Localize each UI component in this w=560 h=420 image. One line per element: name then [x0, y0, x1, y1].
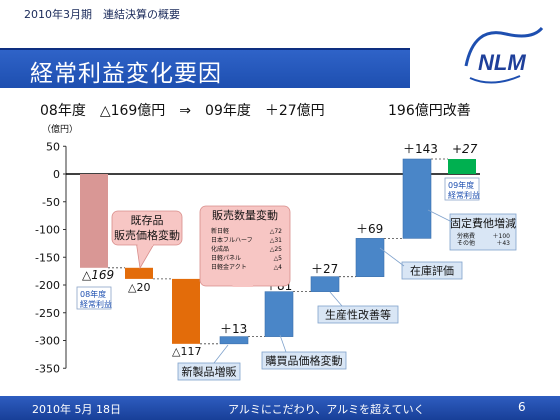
fy09-box — [444, 177, 480, 201]
leader-inventory-valuation — [379, 247, 405, 267]
label-new-products-box — [177, 362, 241, 381]
fixed-breakdown-name: その他 — [457, 239, 475, 247]
fy08-box-text-line: 経常利益 — [80, 299, 112, 309]
sales-breakdown-name: 化成品 — [211, 245, 229, 253]
sales-breakdown-name: 新日軽 — [211, 227, 229, 235]
footer-bar: 2010年 5月 18日 アルミにこだわり、アルミを超えていく 6 — [0, 396, 560, 420]
fixed-breakdown-name: 労務費 — [457, 232, 475, 240]
logo-text: NLM — [478, 50, 526, 75]
value-label-fy09: +27 — [452, 142, 478, 156]
leader-productivity — [329, 291, 343, 307]
summary-change: 08年度 △169億円 ⇒ 09年度 ＋27億円 — [40, 103, 325, 119]
page-title: 経常利益変化要因 — [30, 61, 222, 87]
sales-breakdown-name: 日軽金アクト — [211, 263, 247, 271]
bar-inventory_valuation — [355, 238, 385, 277]
y-tick-label: 0 — [53, 168, 60, 181]
label-purchase-price-text: 購買品価格変動 — [266, 354, 343, 368]
sales-breakdown-value: △31 — [270, 237, 282, 244]
label-fixed-costs-text: 固定費他増減 — [450, 216, 516, 230]
sales-breakdown-name: 日本フルハーフ — [211, 236, 253, 244]
value-label-sales_volume: △117 — [172, 345, 201, 358]
bar-inventory_price — [125, 267, 153, 279]
callout-sales-volume-seam — [232, 283, 253, 287]
y-tick-label: -350 — [35, 362, 60, 375]
y-tick-label: -300 — [35, 335, 60, 348]
fixed-breakdown-value: ＋100 — [493, 233, 511, 240]
period-label: 2010年3月期 連結決算の概要 — [24, 8, 180, 21]
fixed-breakdown-value: ＋43 — [496, 240, 510, 247]
callout-inventory-price-tail — [136, 243, 155, 270]
leader-fixed-costs — [427, 209, 453, 223]
y-tick-label: -200 — [35, 279, 60, 292]
bar-purchase_price — [264, 291, 294, 337]
callout-inventory-price-seam — [137, 242, 153, 246]
callout-inventory-price — [111, 210, 183, 270]
y-tick-label: -250 — [35, 307, 60, 320]
sales-breakdown-value: △72 — [270, 228, 282, 235]
value-label-productivity: ＋27 — [311, 262, 338, 276]
summary-line: 08年度 △169億円 ⇒ 09年度 ＋27億円 196億円改善 — [40, 100, 471, 120]
label-inventory-valuation-box — [401, 261, 463, 280]
leader-purchase-price — [279, 334, 287, 353]
bar-fy09 — [448, 159, 476, 174]
bar-productivity — [310, 276, 340, 292]
bar-fixed_costs — [402, 158, 432, 239]
label-purchase-price-box — [261, 351, 347, 370]
label-productivity-text: 生産性改善等 — [325, 308, 391, 322]
fy09-box-text-line: 経常利益 — [448, 190, 480, 200]
callout-inventory-price-text-line: 既存品 — [131, 213, 164, 227]
callout-inventory-price-text-line: 販売価格変動 — [114, 228, 180, 242]
fy08-box — [76, 286, 112, 310]
value-label-fy08: △169 — [82, 268, 114, 282]
value-label-inventory_price: △20 — [128, 281, 150, 294]
label-fixed-costs-box — [449, 213, 517, 251]
page-number: 6 — [518, 400, 526, 414]
sales-breakdown-value: △4 — [274, 264, 283, 271]
y-tick-label: -100 — [35, 224, 60, 237]
sales-breakdown-value: △25 — [270, 246, 282, 253]
summary-improvement: 196億円改善 — [388, 103, 471, 119]
label-inventory-valuation-text: 在庫評価 — [410, 264, 454, 278]
y-tick-label: -150 — [35, 251, 60, 264]
sales-breakdown-name: 日軽パネル — [211, 254, 241, 262]
bar-fy08 — [80, 174, 108, 268]
waterfall-chart: （億円） 50 0 -50 -100 -150 -200 -250 -300 -350 △169 △2… — [35, 123, 517, 381]
bar-sales_volume — [172, 278, 200, 344]
y-tick-label: 50 — [46, 140, 60, 153]
sales-breakdown-value: △5 — [274, 255, 283, 262]
label-productivity-box — [317, 305, 399, 324]
title-bar: 経常利益変化要因 — [0, 48, 410, 88]
y-tick-label: -50 — [42, 196, 60, 209]
callout-sales-volume — [199, 205, 291, 287]
fy09-box-text-line: 09年度 — [448, 180, 474, 190]
y-axis-unit: （億円） — [42, 123, 78, 135]
fy08-box-text-line: 08年度 — [80, 289, 106, 299]
footer-slogan: アルミにこだわり、アルミを超えていく — [228, 403, 425, 416]
label-new-products-text: 新製品増販 — [182, 365, 237, 379]
company-logo: NLM — [464, 26, 544, 84]
bar-new_products — [219, 336, 249, 345]
leader-new-products — [213, 344, 229, 364]
value-label-fixed_costs: ＋143 — [403, 142, 438, 156]
value-label-inventory_valuation: ＋69 — [356, 222, 383, 236]
callout-sales-volume-title: 販売数量変動 — [212, 208, 278, 222]
footer-date: 2010年 5月 18日 — [32, 403, 121, 416]
value-label-new_products: ＋13 — [220, 322, 247, 336]
